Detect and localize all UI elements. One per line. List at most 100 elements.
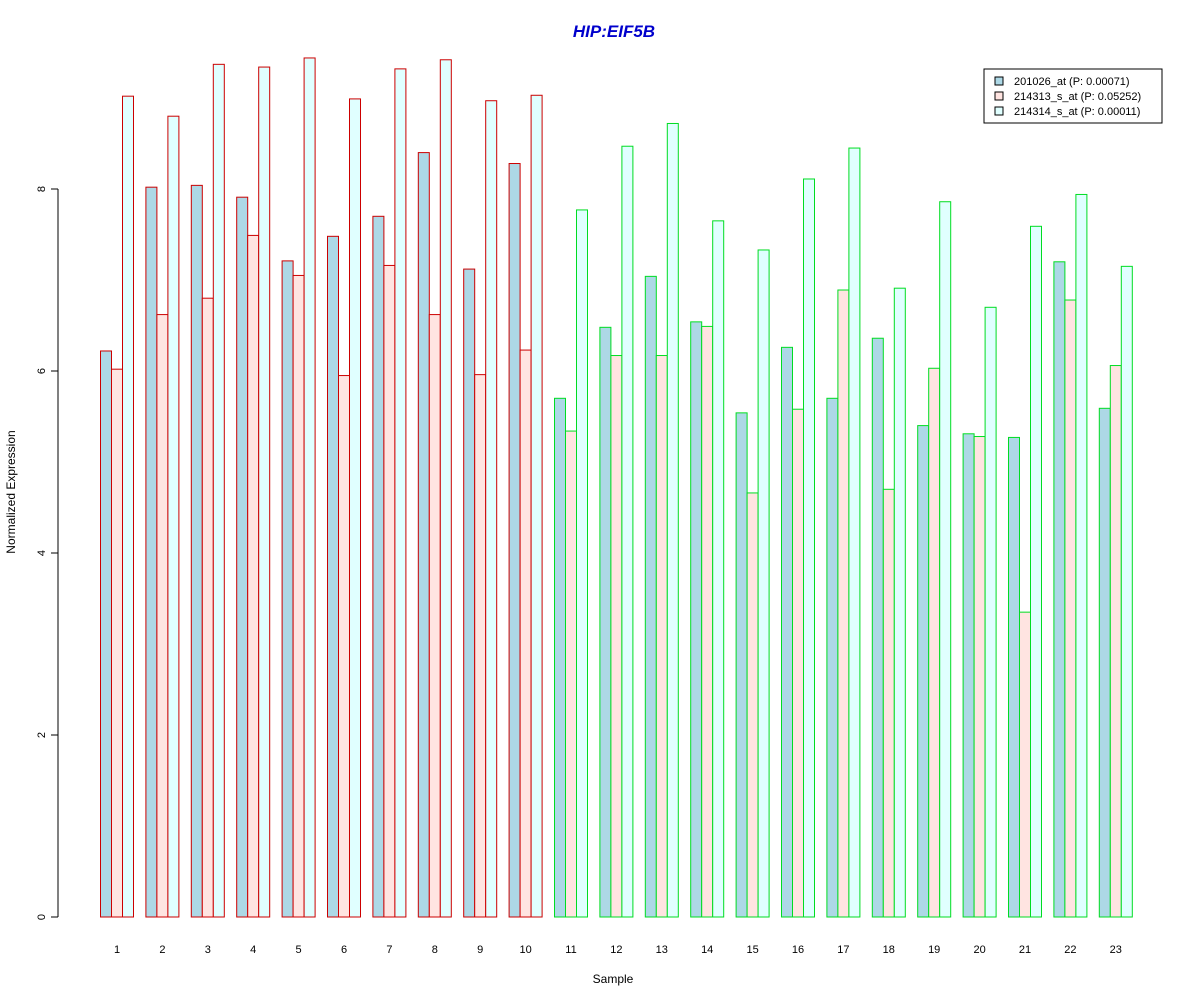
x-tick-label: 16 (792, 944, 804, 956)
bar-sample-7-series-3 (394, 68, 407, 918)
bar-sample-12-series-3 (621, 145, 634, 918)
bar-sample-5-series-3 (303, 57, 316, 918)
bar-sample-23-series-3 (1120, 265, 1133, 918)
x-tick-label: 21 (1019, 944, 1031, 956)
bar-sample-14-series-2 (701, 325, 714, 918)
bar-sample-5-series-2 (292, 274, 305, 918)
bar-sample-12-series-1 (599, 326, 612, 918)
bar-sample-6-series-3 (349, 98, 361, 918)
x-tick-label: 23 (1110, 944, 1122, 956)
bar-sample-20-series-3 (984, 306, 997, 918)
bar-sample-3-series-1 (190, 184, 203, 918)
bar-sample-16-series-1 (781, 346, 793, 918)
x-tick-label: 10 (519, 944, 531, 956)
legend-swatch (994, 91, 1004, 101)
bar-sample-15-series-3 (757, 249, 770, 918)
bars (100, 57, 1133, 918)
y-tick-label: 6 (36, 368, 48, 374)
bar-sample-13-series-2 (655, 355, 668, 918)
bar-sample-4-series-3 (258, 66, 271, 918)
bar-sample-4-series-1 (236, 196, 249, 918)
bar-sample-15-series-1 (735, 412, 748, 918)
bar-sample-19-series-3 (939, 201, 952, 918)
x-tick-label: 6 (341, 944, 347, 956)
bar-sample-12-series-2 (610, 355, 623, 918)
bar-sample-18-series-1 (871, 337, 884, 918)
bar-sample-23-series-2 (1109, 365, 1122, 918)
bar-sample-6-series-1 (327, 235, 339, 918)
bar-sample-23-series-1 (1098, 407, 1111, 918)
bar-sample-7-series-1 (372, 215, 385, 918)
bar-sample-14-series-1 (690, 321, 703, 918)
bar-sample-22-series-1 (1053, 261, 1066, 918)
x-tick-label: 7 (386, 944, 392, 956)
bar-sample-21-series-2 (1019, 611, 1031, 918)
bar-sample-21-series-1 (1008, 436, 1020, 918)
bar-sample-8-series-1 (417, 152, 430, 918)
bar-sample-13-series-1 (644, 275, 657, 918)
x-tick-label: 8 (432, 944, 438, 956)
x-tick-labels: 1 2 3 4 5 6 7 8 9 10 11 12 13 14 15 16 17 18 19 20 21 22 23 (114, 944, 1122, 956)
legend-box (983, 68, 1163, 124)
x-tick-label: 22 (1064, 944, 1076, 956)
x-tick-label: 1 (114, 944, 120, 956)
x-tick-label: 5 (296, 944, 302, 956)
bar-sample-8-series-2 (428, 314, 441, 918)
y-tick-label: 4 (36, 550, 48, 556)
bar-sample-17-series-3 (848, 147, 861, 918)
y-tick-label: 8 (36, 186, 48, 192)
bar-sample-13-series-3 (666, 122, 679, 918)
x-tick-label: 13 (656, 944, 668, 956)
bar-sample-9-series-1 (463, 268, 476, 918)
y-axis: 0 2 4 6 8 (36, 186, 59, 920)
bar-sample-5-series-1 (281, 260, 294, 918)
bar-sample-17-series-1 (826, 397, 839, 918)
x-axis-label: Sample (593, 972, 634, 986)
bar-sample-18-series-3 (893, 287, 906, 918)
legend-label: 214314_s_at (P: 0.00011) (1014, 106, 1140, 118)
bar-sample-9-series-3 (485, 100, 498, 918)
bar-sample-11-series-3 (576, 209, 588, 918)
bar-sample-18-series-2 (882, 488, 895, 918)
bar-sample-10-series-1 (508, 163, 521, 918)
y-axis-label: Normalized Expression (4, 430, 18, 553)
x-tick-label: 4 (250, 944, 256, 956)
bar-sample-21-series-3 (1030, 225, 1042, 918)
bar-sample-20-series-2 (973, 436, 986, 918)
x-tick-label: 9 (477, 944, 483, 956)
x-tick-label: 12 (610, 944, 622, 956)
x-tick-label: 19 (928, 944, 940, 956)
bar-sample-1-series-1 (100, 350, 112, 918)
x-tick-label: 14 (701, 944, 713, 956)
bar-sample-15-series-2 (746, 492, 759, 918)
x-tick-label: 3 (205, 944, 211, 956)
x-tick-label: 15 (746, 944, 758, 956)
bar-sample-19-series-1 (917, 425, 930, 918)
bar-sample-16-series-3 (803, 178, 815, 918)
x-tick-label: 20 (973, 944, 985, 956)
bar-sample-20-series-1 (962, 433, 975, 918)
legend-swatch (994, 76, 1004, 86)
y-tick-label: 0 (36, 914, 48, 920)
bar-sample-1-series-3 (122, 95, 134, 918)
x-tick-label: 2 (159, 944, 165, 956)
legend-label: 214313_s_at (P: 0.05252) (1014, 91, 1141, 103)
x-tick-label: 18 (883, 944, 895, 956)
bar-sample-3-series-2 (201, 297, 214, 918)
legend-swatch (994, 106, 1004, 116)
bar-sample-7-series-2 (383, 264, 396, 918)
bar-sample-10-series-3 (530, 94, 543, 918)
bar-sample-2-series-1 (145, 186, 158, 918)
bar-sample-1-series-2 (111, 368, 123, 918)
bar-sample-3-series-3 (212, 63, 225, 918)
bar-sample-22-series-2 (1064, 299, 1077, 918)
bar-sample-6-series-2 (338, 375, 350, 918)
bar-sample-8-series-3 (439, 59, 452, 918)
bar-sample-2-series-2 (156, 314, 169, 918)
chart-title: HIP:EIF5B (573, 22, 655, 41)
bar-sample-19-series-2 (928, 367, 941, 918)
bar-sample-2-series-3 (167, 115, 180, 918)
bar-sample-14-series-3 (712, 220, 725, 918)
bar-sample-11-series-2 (565, 430, 577, 918)
